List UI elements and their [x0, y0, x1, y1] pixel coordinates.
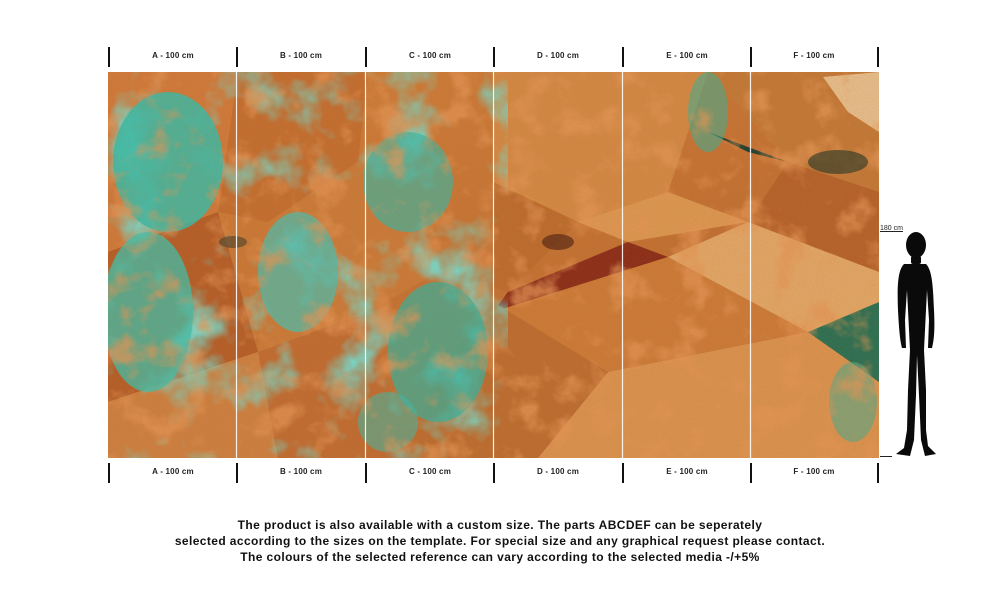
- panel-label-a: A - 100 cm: [152, 467, 194, 476]
- panel-label-d: D - 100 cm: [536, 51, 580, 60]
- ruler-tick: [622, 463, 624, 483]
- panel-label-a: A - 100 cm: [152, 51, 194, 60]
- ruler-tick: [493, 47, 495, 67]
- ruler-tick: [750, 463, 752, 483]
- panel-label-f: F - 100 cm: [793, 51, 835, 60]
- ruler-tick: [365, 47, 367, 67]
- panel-label-b: B - 100 cm: [279, 467, 323, 476]
- mural-artwork: [108, 72, 879, 458]
- human-silhouette-icon: [888, 230, 940, 460]
- ruler-tick: [877, 463, 879, 483]
- panel-label-f: F - 100 cm: [793, 467, 835, 476]
- notice-line-1: The product is also available with a cus…: [237, 518, 763, 532]
- panel-label-c: C - 100 cm: [408, 467, 452, 476]
- ruler-tick: [750, 47, 752, 67]
- ruler-tick: [108, 463, 110, 483]
- panel-label-d: D - 100 cm: [536, 467, 580, 476]
- ruler-tick: [108, 47, 110, 67]
- ruler-tick: [493, 463, 495, 483]
- ruler-tick: [236, 463, 238, 483]
- notice-line-3: The colours of the selected reference ca…: [240, 550, 760, 564]
- panel-label-e: E - 100 cm: [666, 467, 708, 476]
- notice-line-2: selected according to the sizes on the t…: [174, 534, 826, 548]
- panel-label-c: C - 100 cm: [408, 51, 452, 60]
- ruler-tick: [877, 47, 879, 67]
- product-notice: The product is also available with a cus…: [0, 517, 1000, 565]
- ruler-tick: [622, 47, 624, 67]
- height-baseline: [880, 456, 892, 457]
- ruler-tick: [236, 47, 238, 67]
- height-label: 180 cm: [880, 225, 903, 232]
- bottom-panel-ruler: A - 100 cm B - 100 cm C - 100 cm D - 100…: [108, 463, 879, 483]
- panel-label-b: B - 100 cm: [279, 51, 323, 60]
- panel-label-e: E - 100 cm: [666, 51, 708, 60]
- mural-preview: [108, 72, 879, 458]
- ruler-tick: [365, 463, 367, 483]
- top-panel-ruler: A - 100 cm B - 100 cm C - 100 cm D - 100…: [108, 47, 879, 67]
